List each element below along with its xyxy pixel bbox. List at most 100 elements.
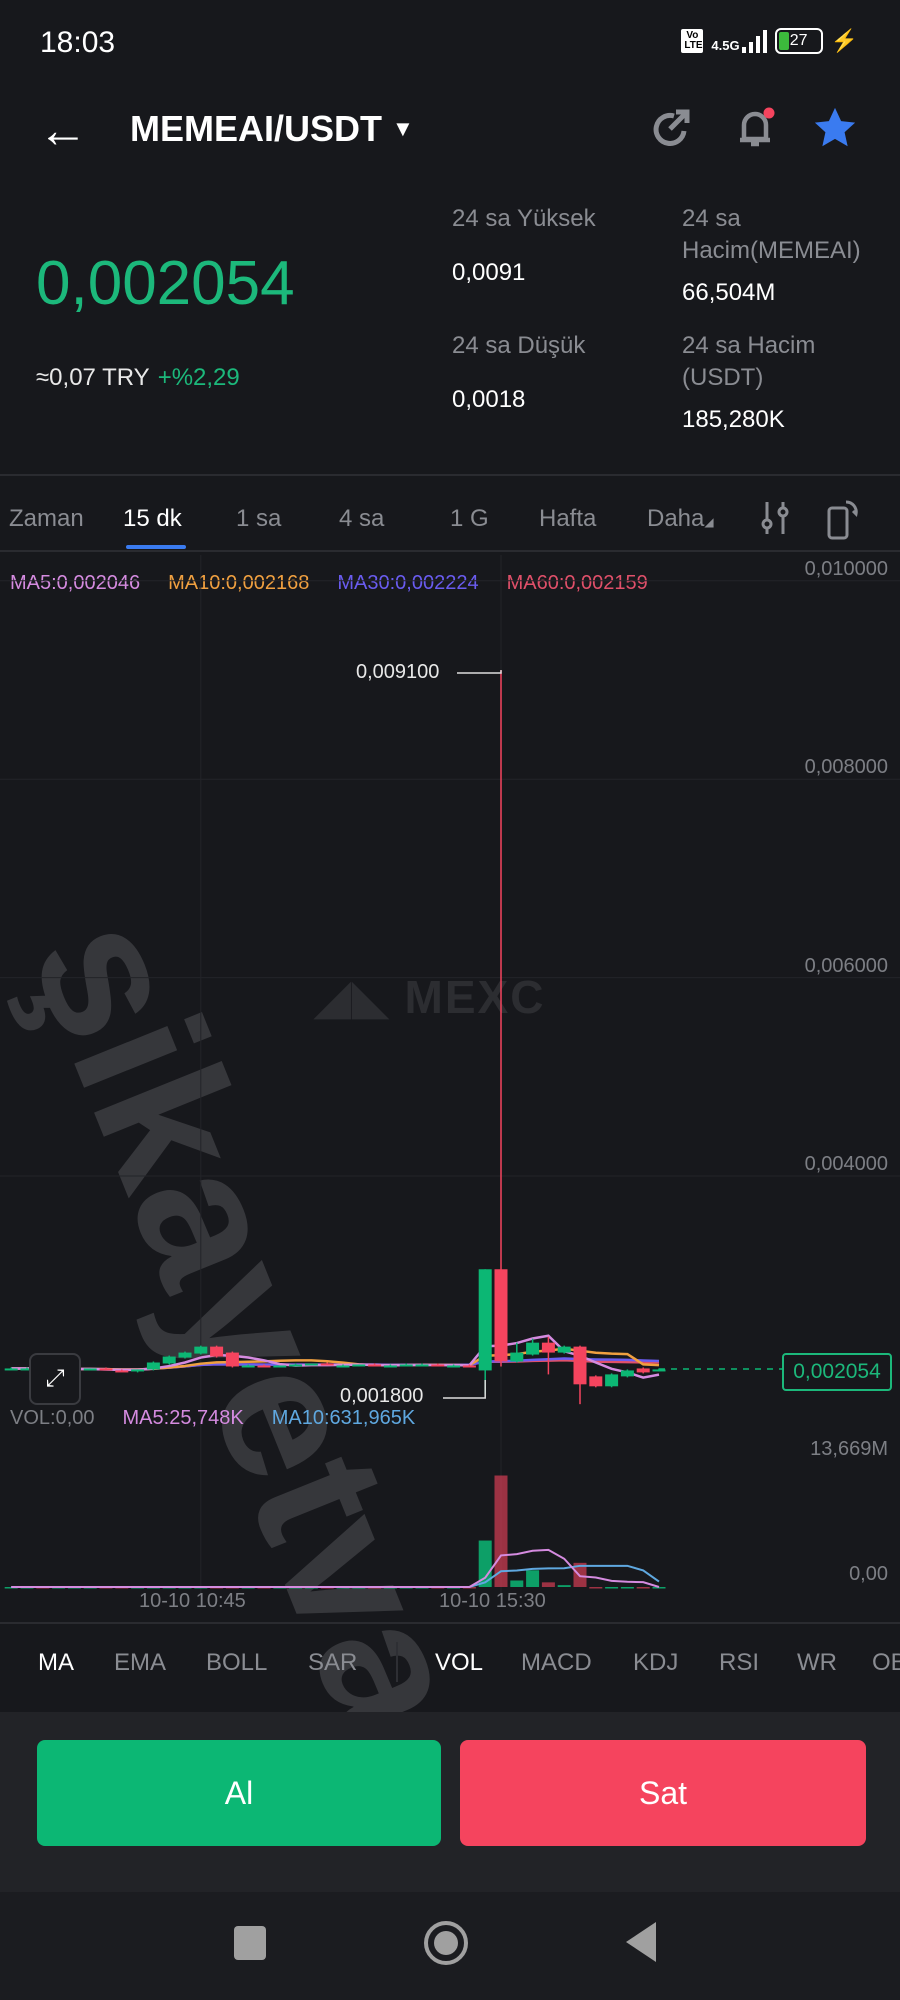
candle-body bbox=[636, 1368, 650, 1373]
candle-body bbox=[415, 1364, 429, 1367]
pair-selector[interactable]: MEMEAI/USDT ▼ bbox=[130, 108, 414, 150]
ind-kdj[interactable]: KDJ bbox=[633, 1649, 679, 1676]
status-icons: Vo LTE 4.5G 27 ⚡ bbox=[681, 28, 858, 54]
volume-bar bbox=[20, 1586, 34, 1589]
vol-value: VOL:0,00 bbox=[10, 1407, 95, 1429]
stat-label: 24 sa Hacim (USDT) bbox=[682, 332, 816, 391]
volume-bar bbox=[4, 1586, 18, 1589]
volume-bar bbox=[383, 1586, 397, 1589]
tab-1sa[interactable]: 1 sa bbox=[236, 505, 282, 532]
indicator-settings-icon[interactable] bbox=[760, 500, 790, 543]
tab-zaman[interactable]: Zaman bbox=[9, 505, 84, 532]
ind-vol[interactable]: VOL bbox=[435, 1649, 484, 1676]
low-marker-label: 0,001800 bbox=[340, 1385, 424, 1407]
high-marker-label: 0,009100 bbox=[356, 661, 440, 683]
candle-body bbox=[273, 1365, 287, 1368]
stat-value: 66,504M bbox=[682, 279, 776, 306]
volume-max-label: 13,669M bbox=[810, 1438, 888, 1460]
volume-bar bbox=[52, 1586, 66, 1589]
ind-macd[interactable]: MACD bbox=[521, 1649, 592, 1676]
ma30-value: MA30:0,002224 bbox=[337, 572, 479, 594]
candle-body bbox=[131, 1369, 145, 1372]
volume-bar bbox=[462, 1586, 476, 1589]
fullscreen-expand-icon[interactable]: ⤢ bbox=[29, 1353, 81, 1405]
system-nav-bar bbox=[0, 1892, 900, 2000]
candle-body bbox=[620, 1370, 634, 1377]
tab-daha[interactable]: Daha◢ bbox=[647, 505, 714, 533]
tab-1g[interactable]: 1 G bbox=[450, 505, 489, 532]
candle-body bbox=[115, 1370, 129, 1373]
low-marker-line bbox=[443, 1380, 486, 1399]
ind-obv[interactable]: OBV bbox=[872, 1649, 900, 1676]
volume-bar bbox=[636, 1586, 650, 1589]
x-tick-label: 10-10 10:45 bbox=[139, 1590, 246, 1612]
buy-button[interactable]: Al bbox=[37, 1740, 441, 1846]
back-arrow-icon[interactable]: ← bbox=[38, 102, 88, 158]
ind-sar[interactable]: SAR bbox=[308, 1649, 358, 1676]
candle-body bbox=[368, 1364, 382, 1367]
fiat-price-row: ≈0,07 TRY +%2,29 bbox=[36, 364, 240, 392]
candle-body bbox=[4, 1368, 18, 1371]
ma-legend: MA5:0,002046 MA10:0,002168 MA30:0,002224… bbox=[10, 572, 648, 595]
volte-icon: Vo LTE bbox=[681, 29, 704, 53]
candle-body bbox=[320, 1363, 334, 1366]
volume-bar bbox=[605, 1586, 619, 1589]
candle-body bbox=[557, 1346, 571, 1353]
last-price: 0,002054 bbox=[36, 249, 295, 318]
tab-15dk[interactable]: 15 dk bbox=[123, 505, 182, 532]
home-button[interactable] bbox=[424, 1921, 468, 1965]
volume-bar bbox=[257, 1586, 271, 1589]
volume-min-label: 0,00 bbox=[849, 1563, 888, 1585]
candle-body bbox=[462, 1365, 476, 1368]
stat-label: 24 sa Düşük bbox=[452, 332, 586, 359]
share-refresh-icon[interactable] bbox=[648, 105, 694, 161]
signal-icon: 4.5G bbox=[711, 29, 767, 53]
y-tick-label: 0,010000 bbox=[804, 558, 888, 580]
bell-icon[interactable] bbox=[732, 105, 778, 161]
star-icon[interactable] bbox=[812, 105, 858, 161]
ind-boll[interactable]: BOLL bbox=[206, 1649, 268, 1676]
candle-body bbox=[652, 1369, 666, 1372]
candle-body bbox=[399, 1364, 413, 1367]
stat-value: 185,280K bbox=[682, 406, 785, 433]
volume-bar bbox=[557, 1585, 571, 1587]
tab-daha-label: Daha bbox=[647, 505, 705, 532]
candle-body bbox=[541, 1342, 555, 1353]
ma60-line bbox=[11, 1359, 660, 1371]
candle-body bbox=[526, 1342, 540, 1355]
candle-body bbox=[494, 1269, 508, 1362]
volume-bar bbox=[178, 1586, 192, 1589]
network-type: 4.5G bbox=[711, 38, 740, 53]
volume-bar bbox=[399, 1586, 413, 1589]
vol_ma10-line bbox=[11, 1564, 660, 1588]
ma60-value: MA60:0,002159 bbox=[506, 572, 648, 594]
vol-ma5-value: MA5:25,748K bbox=[122, 1407, 244, 1429]
candle-body bbox=[304, 1363, 318, 1366]
ind-ema[interactable]: EMA bbox=[114, 1649, 167, 1676]
x-tick-label: 10-10 15:30 bbox=[439, 1590, 546, 1612]
tab-hafta[interactable]: Hafta bbox=[539, 505, 597, 532]
volume-bar bbox=[194, 1586, 208, 1589]
candle-body bbox=[383, 1365, 397, 1368]
candle-body bbox=[431, 1364, 445, 1367]
back-button[interactable] bbox=[626, 1922, 656, 1962]
rotate-screen-icon[interactable] bbox=[826, 500, 860, 547]
status-time: 18:03 bbox=[40, 26, 116, 59]
volume-bar bbox=[225, 1586, 239, 1589]
volume-bar bbox=[99, 1586, 113, 1589]
last-price-tag: 0,002054 bbox=[782, 1353, 892, 1391]
stat-label: 24 sa Hacim(MEMEAI) bbox=[682, 205, 861, 264]
y-tick-label: 0,008000 bbox=[804, 756, 888, 778]
ma10-line bbox=[11, 1347, 660, 1371]
price-change: +%2,29 bbox=[157, 364, 240, 391]
ind-ma[interactable]: MA bbox=[38, 1649, 74, 1676]
ind-rsi[interactable]: RSI bbox=[719, 1649, 760, 1676]
volume-bar bbox=[541, 1582, 555, 1587]
candle-body bbox=[146, 1362, 160, 1370]
ind-wr[interactable]: WR bbox=[797, 1649, 837, 1676]
sell-button[interactable]: Sat bbox=[460, 1740, 866, 1846]
ma30-line bbox=[11, 1357, 660, 1371]
recents-button[interactable] bbox=[234, 1926, 266, 1960]
stat-value: 0,0091 bbox=[452, 259, 526, 286]
tab-4sa[interactable]: 4 sa bbox=[339, 505, 385, 532]
